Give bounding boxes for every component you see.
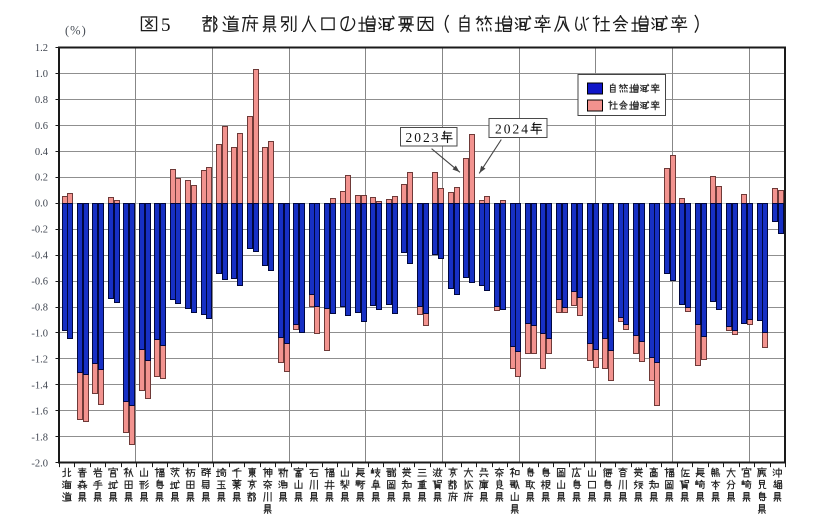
svg-text:-1.8: -1.8 (31, 432, 48, 443)
svg-text:-0.8: -0.8 (31, 303, 48, 314)
svg-text:-1.0: -1.0 (31, 329, 48, 340)
svg-text:-2.0: -2.0 (31, 458, 48, 469)
svg-text:0.4: 0.4 (35, 147, 49, 158)
svg-text:2023: 2023 (406, 130, 441, 145)
svg-text:-1.6: -1.6 (31, 406, 48, 417)
svg-text:5: 5 (161, 15, 171, 36)
svg-text:-0.4: -0.4 (31, 251, 48, 262)
svg-text:-1.4: -1.4 (31, 380, 48, 391)
svg-text:2024: 2024 (495, 122, 530, 137)
svg-text:1.0: 1.0 (35, 69, 48, 80)
svg-text:0.0: 0.0 (35, 199, 48, 210)
svg-text:-0.2: -0.2 (31, 225, 48, 236)
svg-text:(%): (%) (65, 24, 87, 38)
svg-text:0.6: 0.6 (35, 121, 48, 132)
svg-text:1.2: 1.2 (35, 43, 48, 54)
svg-text:-0.6: -0.6 (31, 277, 48, 288)
svg-text:0.2: 0.2 (35, 173, 48, 184)
svg-text:-1.2: -1.2 (31, 354, 48, 365)
svg-text:0.8: 0.8 (35, 95, 48, 106)
